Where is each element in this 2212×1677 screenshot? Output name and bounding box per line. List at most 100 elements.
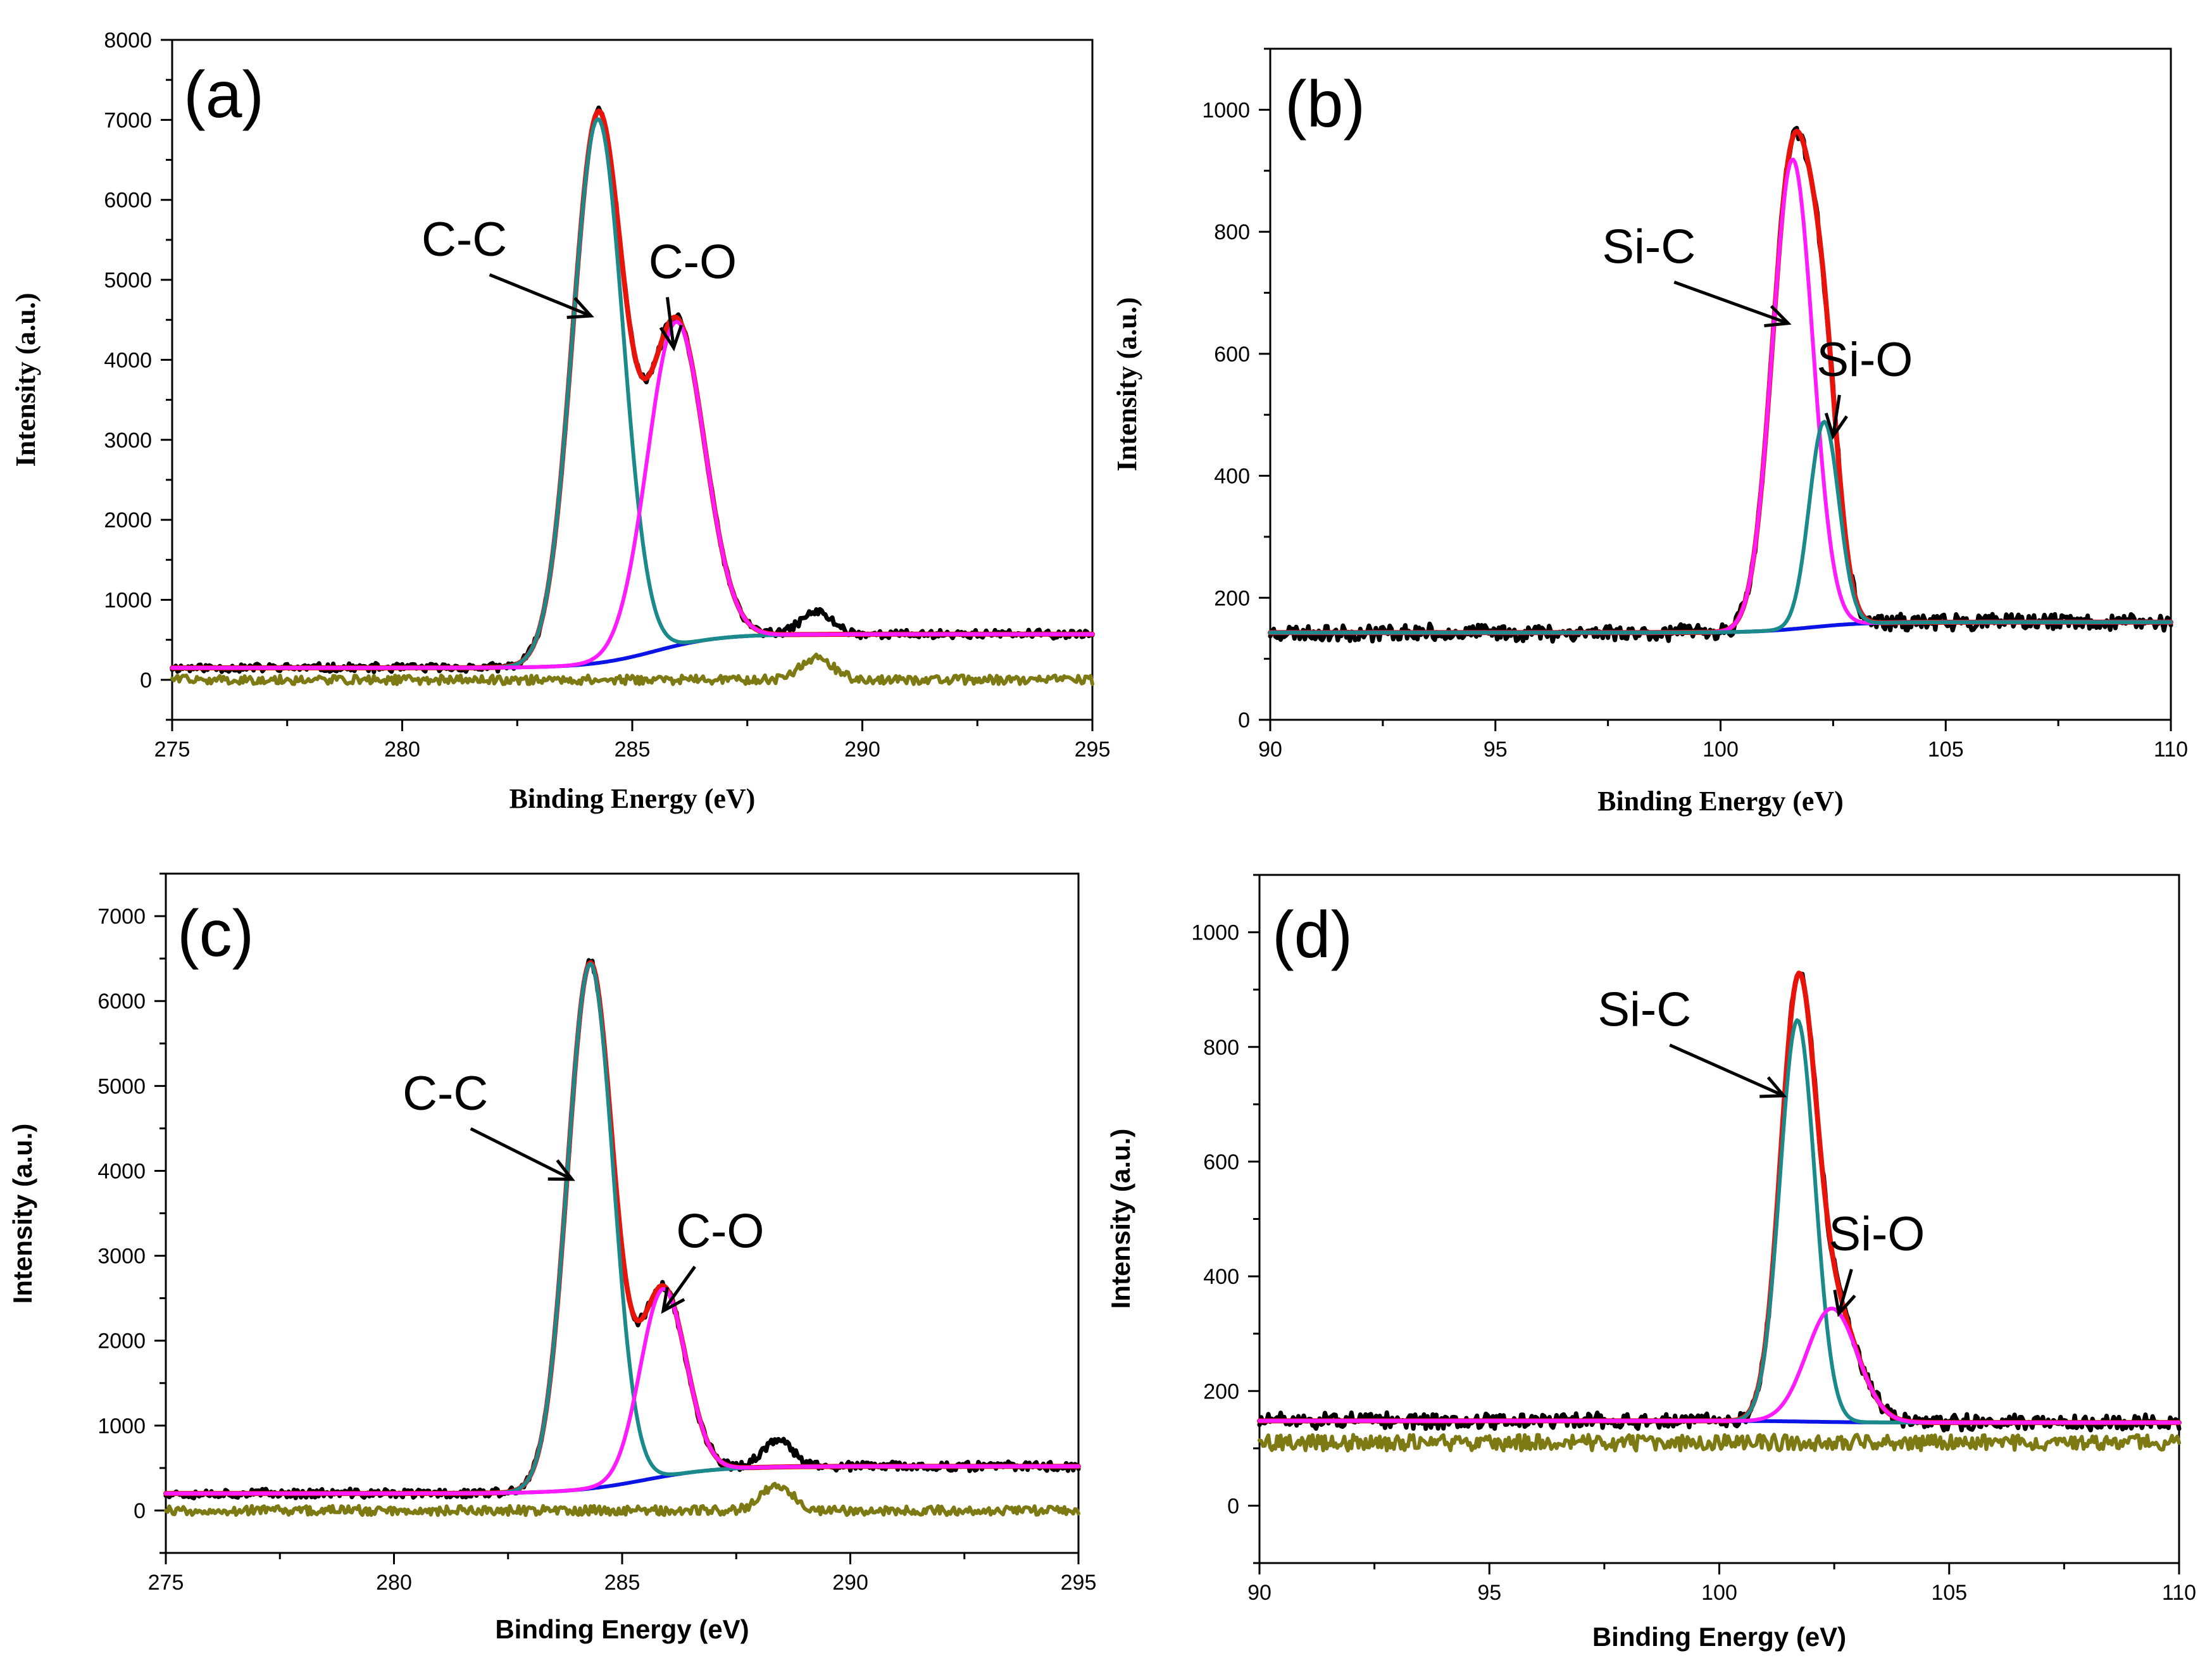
y-tick-label: 1000 — [1191, 921, 1239, 945]
y-tick-label: 200 — [1203, 1379, 1239, 1404]
x-tick-label: 290 — [832, 1571, 868, 1595]
series-envelope-fit — [163, 960, 1081, 1497]
annotation-arrow-head — [1824, 412, 1848, 440]
annotation-arrow-line — [1837, 1269, 1853, 1314]
x-tick-label: 275 — [148, 1571, 184, 1595]
series-c-o — [170, 320, 1094, 670]
y-tick-label: 6000 — [97, 989, 146, 1014]
y-tick-label: 0 — [1238, 708, 1250, 732]
y-tick-label: 5000 — [104, 268, 152, 292]
y-tick-label: 200 — [1214, 586, 1250, 610]
series-si-o — [1258, 1306, 2181, 1425]
peak-annotation-label: Si-O — [1828, 1207, 1925, 1261]
x-tick-label: 280 — [384, 738, 420, 762]
peak-annotation-label: Si-C — [1597, 983, 1691, 1037]
series-residual — [1258, 1433, 2181, 1453]
series-si-c — [1268, 158, 2173, 635]
series-c-o — [164, 1287, 1080, 1496]
annotation-arrow-line — [489, 273, 592, 318]
annotation-arrow-head — [1764, 305, 1792, 328]
y-tick-label: 6000 — [104, 189, 152, 213]
series-raw-data — [1257, 971, 2182, 1433]
x-tick-label: 285 — [604, 1571, 640, 1595]
plot-frame — [171, 39, 1094, 721]
annotation-arrow-head — [566, 297, 594, 319]
annotation-arrow-line — [1669, 1043, 1785, 1098]
y-tick-label: 600 — [1214, 342, 1250, 367]
panel-label: (b) — [1285, 68, 1365, 141]
x-tick-label: 95 — [1477, 1581, 1501, 1605]
y-tick-label: 4000 — [104, 348, 152, 372]
y-tick-label: 5000 — [97, 1074, 146, 1098]
series-si-c — [1258, 1018, 2181, 1425]
x-tick-label: 280 — [376, 1571, 412, 1595]
series-raw-data — [170, 105, 1095, 674]
y-axis-title: Intensity (a.u.) — [8, 1124, 37, 1304]
series-c-c — [170, 117, 1094, 670]
y-tick-label: 4000 — [97, 1159, 146, 1183]
x-tick-label: 100 — [1701, 1581, 1737, 1605]
y-tick-label: 8000 — [104, 28, 152, 53]
x-tick-label: 100 — [1703, 738, 1739, 762]
annotation-arrow-line — [661, 1266, 696, 1312]
annotation-arrow-head — [659, 324, 683, 352]
panel-c: 275 280 285 290 295 0 1000 2000 3000 4000 5000 6000… — [8, 872, 1097, 1644]
y-tick-label: 600 — [1203, 1150, 1239, 1174]
annotation-arrow-head — [1833, 1290, 1856, 1317]
annotation-arrow-line — [1673, 280, 1789, 325]
x-tick-label: 90 — [1258, 738, 1282, 762]
peak-annotation-label: C-O — [649, 235, 737, 289]
x-axis-title: Binding Energy (eV) — [1597, 786, 1844, 817]
y-tick-label: 0 — [1227, 1494, 1239, 1518]
peak-annotation-label: Si-O — [1816, 333, 1913, 387]
y-tick-label: 0 — [140, 669, 152, 693]
x-tick-label: 95 — [1484, 738, 1508, 762]
annotation-arrow-head — [547, 1159, 575, 1181]
x-tick-label: 110 — [2162, 1581, 2196, 1605]
panel-b: 90 95 100 105 110 0 200 400 600 800 1000 Binding En… — [1111, 47, 2188, 817]
y-axis-title: Intensity (a.u.) — [10, 292, 41, 467]
peak-annotation-label: Si-C — [1602, 220, 1696, 274]
plot-frame — [1258, 874, 2180, 1564]
y-tick-label: 7000 — [97, 905, 146, 929]
panel-d: 90 95 100 105 110 0 200 400 600 800 1000 Binding En… — [1106, 874, 2196, 1652]
x-tick-label: 290 — [844, 738, 880, 762]
y-tick-label: 0 — [134, 1499, 146, 1523]
y-axis-title: Intensity (a.u.) — [1111, 297, 1142, 471]
y-tick-label: 3000 — [97, 1245, 146, 1269]
x-axis-title: Binding Energy (eV) — [1592, 1622, 1846, 1652]
x-tick-label: 105 — [1928, 738, 1964, 762]
x-tick-label: 105 — [1931, 1581, 1967, 1605]
y-tick-label: 400 — [1203, 1265, 1239, 1289]
annotation-arrow-head — [661, 1286, 685, 1314]
y-axis-title: Intensity (a.u.) — [1106, 1129, 1135, 1309]
panel-label: (d) — [1272, 898, 1353, 972]
series-envelope-fit — [1268, 129, 2173, 636]
panel-a: 275 280 285 290 295 0 1000 2000 3000 4000 5000 6000… — [10, 28, 1110, 814]
series-envelope-fit — [170, 108, 1095, 670]
annotation-arrow-line — [665, 297, 675, 348]
y-tick-label: 1000 — [1202, 98, 1250, 122]
x-tick-label: 295 — [1061, 1571, 1097, 1595]
annotation-arrow-head — [1759, 1076, 1787, 1098]
y-tick-label: 1000 — [104, 588, 152, 612]
panel-label: (c) — [177, 897, 254, 970]
x-tick-label: 295 — [1075, 738, 1111, 762]
series-residual — [164, 1481, 1080, 1517]
y-tick-label: 1000 — [97, 1414, 146, 1438]
y-tick-label: 2000 — [104, 508, 152, 532]
panel-label: (a) — [184, 58, 264, 132]
peak-annotation-label: C-C — [403, 1067, 488, 1121]
series-si-o — [1268, 420, 2173, 635]
y-tick-label: 7000 — [104, 108, 152, 132]
series-envelope-fit — [1257, 970, 2182, 1426]
series-residual — [170, 652, 1094, 686]
annotation-arrow-line — [470, 1127, 573, 1181]
y-tick-label: 400 — [1214, 465, 1250, 489]
y-tick-label: 800 — [1214, 220, 1250, 244]
y-tick-label: 3000 — [104, 429, 152, 453]
x-tick-label: 90 — [1247, 1581, 1272, 1605]
x-tick-label: 275 — [154, 738, 191, 762]
x-tick-label: 285 — [615, 738, 651, 762]
